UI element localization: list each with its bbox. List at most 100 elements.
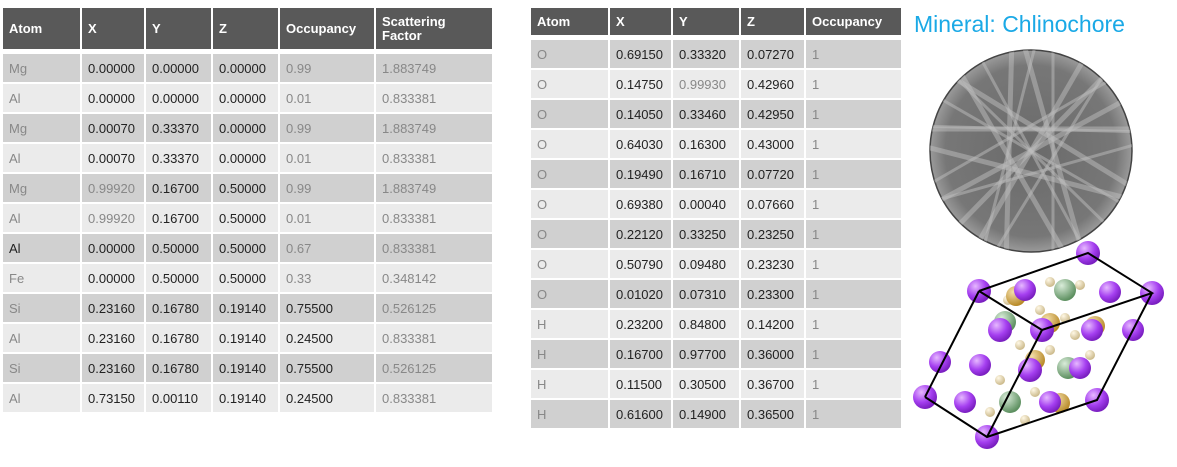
table-row: O 0.19490 0.16710 0.07720 1 xyxy=(531,160,901,188)
header-row: Atom X Y Z Occupancy Scattering Factor xyxy=(3,8,492,49)
column-header: Atom xyxy=(531,8,608,35)
atom-table-1: Atom X Y Z Occupancy Scattering Factor Mg 0.00… xyxy=(1,6,494,414)
table-cell: Al xyxy=(3,84,80,112)
atom-sphere xyxy=(1085,350,1095,360)
column-header: Y xyxy=(673,8,739,35)
table-cell: 0.19140 xyxy=(213,384,278,412)
atom-sphere xyxy=(1069,357,1091,379)
table-cell: 0.42950 xyxy=(741,100,804,128)
table-cell: 0.00000 xyxy=(82,51,144,82)
atom-sphere xyxy=(1054,279,1076,301)
table-cell: 0.24500 xyxy=(280,384,374,412)
table-cell: 0.14900 xyxy=(673,400,739,428)
table-cell: 0.00000 xyxy=(213,51,278,82)
table-cell: 0.00000 xyxy=(213,84,278,112)
table-row: H 0.23200 0.84800 0.14200 1 xyxy=(531,310,901,338)
table-cell: 0.23230 xyxy=(741,250,804,278)
table-cell: 0.19490 xyxy=(610,160,671,188)
table-cell: 0.16700 xyxy=(610,340,671,368)
table-cell: 0.526125 xyxy=(376,354,492,382)
table-cell: 0.23160 xyxy=(82,354,144,382)
table-cell: 0.01020 xyxy=(610,280,671,308)
table-cell: 0.69150 xyxy=(610,37,671,68)
table-cell: 0.14200 xyxy=(741,310,804,338)
table-cell: Al xyxy=(3,234,80,262)
table-cell: 0.833381 xyxy=(376,324,492,352)
column-header: Occupancy xyxy=(806,8,901,35)
table-row: O 0.64030 0.16300 0.43000 1 xyxy=(531,130,901,158)
table-cell: O xyxy=(531,100,608,128)
table-cell: 0.00000 xyxy=(146,84,211,112)
table-cell: 0.16780 xyxy=(146,354,211,382)
table-cell: 0.97700 xyxy=(673,340,739,368)
table-cell: 1 xyxy=(806,70,901,98)
table-row: Al 0.00070 0.33370 0.00000 0.01 0.833381 xyxy=(3,144,492,172)
table-cell: 0.23300 xyxy=(741,280,804,308)
table-cell: 0.64030 xyxy=(610,130,671,158)
table-row: H 0.16700 0.97700 0.36000 1 xyxy=(531,340,901,368)
table-cell: 0.833381 xyxy=(376,144,492,172)
crystal-structure-image xyxy=(913,241,1164,449)
table-cell: 0.99 xyxy=(280,174,374,202)
table-cell: 1 xyxy=(806,160,901,188)
table-cell: 1 xyxy=(806,400,901,428)
table-cell: 0.99930 xyxy=(673,70,739,98)
table-cell: Al xyxy=(3,324,80,352)
atom-sphere xyxy=(1070,330,1080,340)
table-cell: Mg xyxy=(3,114,80,142)
table-cell: 0.50000 xyxy=(213,174,278,202)
table-cell: 0.50000 xyxy=(146,264,211,292)
table-cell: 1.883749 xyxy=(376,114,492,142)
table-cell: 0.526125 xyxy=(376,294,492,322)
table-cell: 1.883749 xyxy=(376,51,492,82)
atom-sphere xyxy=(1075,280,1085,290)
table-cell: 1 xyxy=(806,250,901,278)
table-cell: 1 xyxy=(806,130,901,158)
table-cell: 0.19140 xyxy=(213,294,278,322)
table-cell: 0.30500 xyxy=(673,370,739,398)
table-cell: 0.348142 xyxy=(376,264,492,292)
atom-sphere xyxy=(1045,345,1055,355)
table-row: Fe 0.00000 0.50000 0.50000 0.33 0.348142 xyxy=(3,264,492,292)
table-cell: 1 xyxy=(806,280,901,308)
table-cell: Al xyxy=(3,204,80,232)
table-cell: O xyxy=(531,130,608,158)
mineral-title: Mineral: Chlinochore xyxy=(914,11,1125,37)
table-cell: 0.833381 xyxy=(376,84,492,112)
table-cell: 0.67 xyxy=(280,234,374,262)
table-cell: 0.73150 xyxy=(82,384,144,412)
table-row: Al 0.73150 0.00110 0.19140 0.24500 0.833381 xyxy=(3,384,492,412)
table-cell: 0.69380 xyxy=(610,190,671,218)
table-row: Mg 0.00000 0.00000 0.00000 0.99 1.883749 xyxy=(3,51,492,82)
table-cell: H xyxy=(531,370,608,398)
table-cell: O xyxy=(531,190,608,218)
table-cell: O xyxy=(531,37,608,68)
table-cell: 0.00070 xyxy=(82,144,144,172)
atom-sphere xyxy=(1015,340,1025,350)
table-cell: O xyxy=(531,220,608,248)
table-cell: 0.16710 xyxy=(673,160,739,188)
table-row: Al 0.00000 0.50000 0.50000 0.67 0.833381 xyxy=(3,234,492,262)
column-header: Z xyxy=(213,8,278,49)
table-row: O 0.14750 0.99930 0.42960 1 xyxy=(531,70,901,98)
table-row: H 0.11500 0.30500 0.36700 1 xyxy=(531,370,901,398)
table-cell: 0.16300 xyxy=(673,130,739,158)
header-row: Atom X Y Z Occupancy xyxy=(531,8,901,35)
table-cell: 0.23160 xyxy=(82,324,144,352)
table-row: O 0.01020 0.07310 0.23300 1 xyxy=(531,280,901,308)
table-cell: H xyxy=(531,400,608,428)
table-cell: 0.22120 xyxy=(610,220,671,248)
table-cell: 1.883749 xyxy=(376,174,492,202)
table-cell: 0.00000 xyxy=(82,234,144,262)
table-cell: 1 xyxy=(806,310,901,338)
table-cell: 0.07660 xyxy=(741,190,804,218)
atom-sphere xyxy=(1099,281,1121,303)
kikuchi-pattern-image xyxy=(929,49,1133,253)
atom-sphere xyxy=(999,391,1021,413)
table-cell: 0.00000 xyxy=(213,144,278,172)
column-header: Z xyxy=(741,8,804,35)
table-cell: 0.99920 xyxy=(82,204,144,232)
table-cell: O xyxy=(531,280,608,308)
table-cell: 0.833381 xyxy=(376,384,492,412)
table-row: H 0.61600 0.14900 0.36500 1 xyxy=(531,400,901,428)
